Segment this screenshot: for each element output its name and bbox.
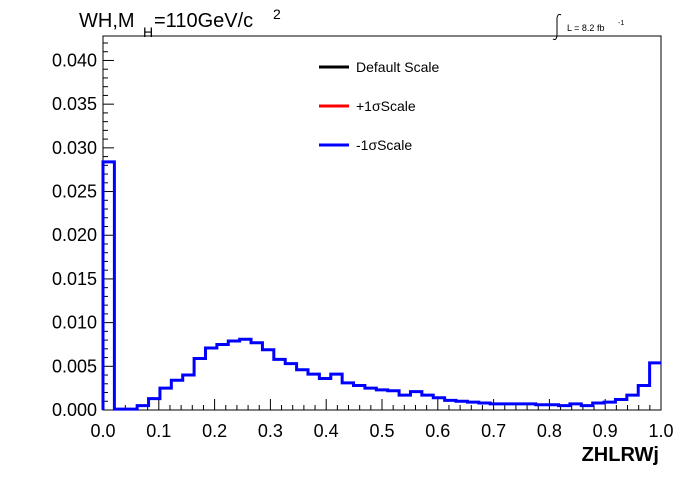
x-tick-label: 0.6 (425, 421, 450, 441)
x-tick-label: 0.1 (146, 421, 171, 441)
x-axis-label: ZHLRWj (582, 444, 659, 466)
x-tick-label: 1.0 (648, 421, 673, 441)
series-layer (101, 160, 661, 411)
y-tick-label: 0.040 (52, 50, 97, 70)
x-tick-label: 0.8 (537, 421, 562, 441)
y-tick-label: 0.030 (52, 138, 97, 158)
x-tick-label: 0.4 (314, 421, 339, 441)
y-tick-label: 0.035 (52, 94, 97, 114)
lumi-label: L = 8.2 fb -1 (552, 13, 624, 41)
title-subscript: H (143, 24, 153, 40)
legend-label: +1σScale (356, 98, 416, 114)
y-tick-label: 0.005 (52, 356, 97, 376)
lumi-superscript: -1 (618, 20, 624, 27)
y-tick-label: 0.020 (52, 225, 97, 245)
x-tick-label: 0.7 (481, 421, 506, 441)
title-main: WH,M (79, 10, 135, 32)
x-axis: 0.0 0.1 0.2 0.3 0.4 0.5 0.6 0.7 0.8 0.9 1.0 (90, 399, 674, 441)
chart-title: WH,M H =110GeV/c 2 (79, 6, 281, 40)
series-line (101, 160, 661, 411)
title-superscript: 2 (273, 6, 281, 22)
legend: Default Scale +1σScale -1σScale (319, 59, 439, 153)
y-tick-label: 0.000 (52, 400, 97, 420)
frame (102, 35, 662, 411)
x-tick-label: 0.2 (202, 421, 227, 441)
lumi-text: L = 8.2 fb (567, 23, 604, 33)
y-tick-label: 0.025 (52, 182, 97, 202)
legend-label: Default Scale (356, 59, 439, 75)
y-tick-label: 0.015 (52, 269, 97, 289)
x-tick-label: 0.9 (593, 421, 618, 441)
y-tick-label: 0.010 (52, 313, 97, 333)
legend-label: -1σScale (356, 137, 412, 153)
integral-sign (552, 13, 562, 41)
title-rest: =110GeV/c (154, 10, 253, 32)
x-tick-label: 0.3 (258, 421, 283, 441)
y-axis: 0.000 0.005 0.010 0.015 0.020 0.025 0.030 0.035… (52, 42, 114, 420)
x-tick-label: 0.5 (369, 421, 394, 441)
x-tick-label: 0.0 (90, 421, 115, 441)
